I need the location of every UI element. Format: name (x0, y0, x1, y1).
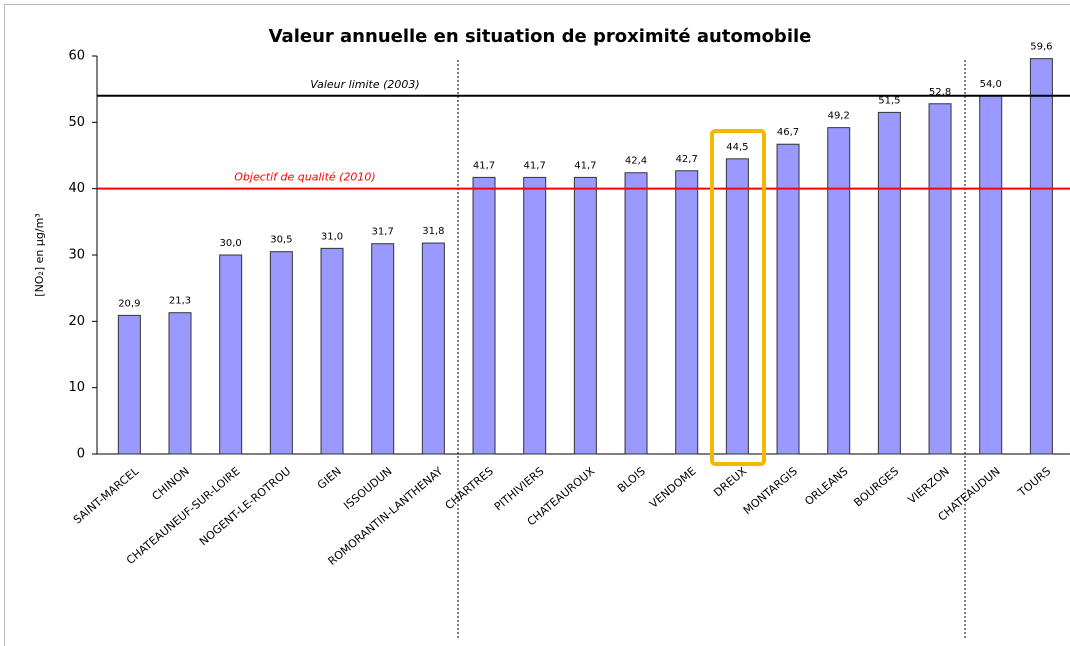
x-tick-label: BLOIS (615, 465, 648, 496)
x-tick-label: MONTARGIS (741, 465, 800, 517)
x-tick-label: GIEN (315, 465, 344, 492)
value-label: 49,2 (828, 111, 850, 122)
value-label: 46,7 (777, 127, 799, 138)
value-label: 41,7 (473, 160, 495, 171)
value-label: 51,5 (878, 95, 900, 106)
y-axis-label: [NO₂] en µg/m³ (33, 213, 46, 296)
value-label: 54,0 (980, 79, 1002, 90)
value-label: 41,7 (524, 160, 546, 171)
value-label: 44,5 (726, 142, 748, 153)
x-tick-label: SAINT-MARCEL (71, 464, 142, 526)
bar (725, 158, 749, 455)
x-tick-label: ISSOUDUN (341, 465, 394, 513)
reference-label: Objectif de qualité (2010) (234, 171, 375, 184)
value-label: 31,8 (422, 226, 444, 237)
bar (523, 176, 547, 455)
highlight-box (710, 129, 766, 466)
bar (219, 254, 243, 455)
y-tick-label: 20 (68, 314, 85, 329)
value-label: 21,3 (169, 296, 191, 307)
value-label: 41,7 (574, 160, 596, 171)
x-tick-label: DREUX (711, 464, 749, 499)
bar (371, 243, 395, 455)
bar (928, 103, 952, 455)
frame (4, 4, 1070, 646)
chart-title: Valeur annuelle en situation de proximit… (269, 26, 812, 47)
x-tick-label: BOURGES (851, 465, 901, 510)
x-tick-label: CHARTRES (443, 465, 496, 513)
value-label: 31,7 (372, 227, 394, 238)
bar (776, 143, 800, 455)
bar (421, 242, 445, 455)
x-tick-label: ORLEANS (802, 465, 850, 508)
y-tick-label: 10 (68, 380, 85, 395)
y-tick-label: 60 (68, 49, 85, 64)
bar (675, 170, 699, 455)
bar (624, 172, 648, 455)
bar (573, 176, 597, 455)
y-tick-label: 50 (68, 115, 85, 130)
bar (877, 111, 901, 455)
x-tick-label: TOURS (1015, 465, 1053, 500)
value-label: 30,5 (270, 235, 292, 246)
x-tick-label: VIERZON (905, 465, 952, 507)
x-tick-label: CHINON (150, 465, 192, 503)
bar (117, 314, 141, 455)
value-label: 42,7 (676, 154, 698, 165)
bar (269, 251, 293, 455)
value-label: 52,8 (929, 87, 951, 98)
y-tick-label: 30 (68, 248, 85, 263)
bar (168, 312, 192, 455)
value-label: 31,0 (321, 231, 343, 242)
value-label: 59,6 (1030, 42, 1052, 53)
bar (320, 247, 344, 455)
value-label: 20,9 (118, 298, 140, 309)
y-tick-label: 40 (68, 181, 85, 196)
x-tick-label: VENDOME (647, 465, 699, 511)
value-label: 42,4 (625, 156, 647, 167)
bar (1029, 58, 1053, 455)
x-tick-label: NOGENT-LE-ROTROU (197, 465, 293, 549)
bar (979, 95, 1003, 455)
value-label: 30,0 (220, 238, 242, 249)
reference-label: Valeur limite (2003) (310, 78, 419, 91)
y-tick-label: 0 (77, 447, 85, 462)
bar (472, 176, 496, 455)
bar (827, 127, 851, 455)
